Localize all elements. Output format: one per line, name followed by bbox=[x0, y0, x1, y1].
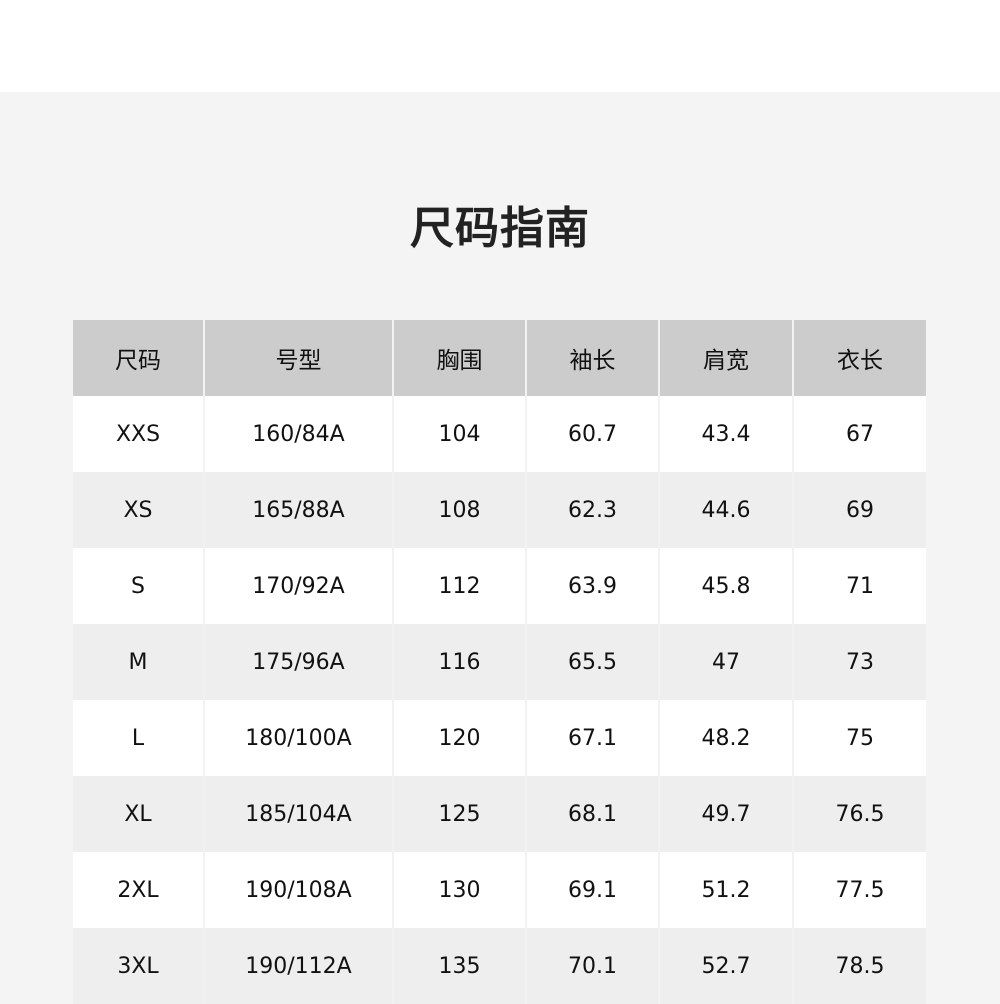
table-cell: 77.5 bbox=[792, 852, 926, 928]
column-header: 胸围 bbox=[392, 320, 526, 396]
table-row: S 170/92A 112 63.9 45.8 71 bbox=[73, 548, 926, 624]
table-cell: 190/108A bbox=[203, 852, 393, 928]
table-cell: M bbox=[73, 624, 204, 700]
table-cell: 104 bbox=[392, 396, 526, 472]
table-cell: 76.5 bbox=[792, 776, 926, 852]
table-row: L 180/100A 120 67.1 48.2 75 bbox=[73, 700, 926, 776]
table-cell: 125 bbox=[392, 776, 526, 852]
table-cell: 130 bbox=[392, 852, 526, 928]
column-header: 肩宽 bbox=[658, 320, 793, 396]
table-row: M 175/96A 116 65.5 47 73 bbox=[73, 624, 926, 700]
table-cell: 135 bbox=[392, 928, 526, 1004]
table-cell: 52.7 bbox=[658, 928, 793, 1004]
table-cell: 73 bbox=[792, 624, 926, 700]
table-cell: 62.3 bbox=[525, 472, 659, 548]
size-table: 尺码 号型 胸围 袖长 肩宽 衣长 XXS 160/84A 104 60.7 43.4 67 XS 16… bbox=[73, 320, 926, 1004]
table-cell: 3XL bbox=[73, 928, 204, 1004]
table-cell: 60.7 bbox=[525, 396, 659, 472]
table-row: XL 185/104A 125 68.1 49.7 76.5 bbox=[73, 776, 926, 852]
table-cell: 63.9 bbox=[525, 548, 659, 624]
table-cell: 51.2 bbox=[658, 852, 793, 928]
table-cell: 44.6 bbox=[658, 472, 793, 548]
column-header: 衣长 bbox=[792, 320, 926, 396]
page-title: 尺码指南 bbox=[410, 203, 590, 254]
table-cell: 120 bbox=[392, 700, 526, 776]
table-cell: 69.1 bbox=[525, 852, 659, 928]
table-cell: 108 bbox=[392, 472, 526, 548]
table-cell: 43.4 bbox=[658, 396, 793, 472]
table-cell: XS bbox=[73, 472, 204, 548]
top-banner bbox=[0, 0, 1000, 92]
table-cell: 49.7 bbox=[658, 776, 793, 852]
table-cell: 68.1 bbox=[525, 776, 659, 852]
table-cell: 70.1 bbox=[525, 928, 659, 1004]
column-header: 号型 bbox=[203, 320, 393, 396]
table-cell: XXS bbox=[73, 396, 204, 472]
table-cell: 2XL bbox=[73, 852, 204, 928]
table-cell: 65.5 bbox=[525, 624, 659, 700]
table-cell: 112 bbox=[392, 548, 526, 624]
table-cell: 71 bbox=[792, 548, 926, 624]
table-cell: 67 bbox=[792, 396, 926, 472]
table-cell: 75 bbox=[792, 700, 926, 776]
table-row: XXS 160/84A 104 60.7 43.4 67 bbox=[73, 396, 926, 472]
table-cell: 180/100A bbox=[203, 700, 393, 776]
table-cell: 170/92A bbox=[203, 548, 393, 624]
table-row: 3XL 190/112A 135 70.1 52.7 78.5 bbox=[73, 928, 926, 1004]
column-header: 尺码 bbox=[73, 320, 204, 396]
table-row: 2XL 190/108A 130 69.1 51.2 77.5 bbox=[73, 852, 926, 928]
table-cell: 69 bbox=[792, 472, 926, 548]
table-cell: 45.8 bbox=[658, 548, 793, 624]
header-row: 尺码 号型 胸围 袖长 肩宽 衣长 bbox=[73, 320, 926, 396]
table-cell: 190/112A bbox=[203, 928, 393, 1004]
table-cell: 165/88A bbox=[203, 472, 393, 548]
table-cell: 160/84A bbox=[203, 396, 393, 472]
table-cell: 67.1 bbox=[525, 700, 659, 776]
table-cell: S bbox=[73, 548, 204, 624]
table-cell: XL bbox=[73, 776, 204, 852]
table-cell: L bbox=[73, 700, 204, 776]
table-cell: 175/96A bbox=[203, 624, 393, 700]
table-cell: 78.5 bbox=[792, 928, 926, 1004]
table-cell: 185/104A bbox=[203, 776, 393, 852]
table-cell: 48.2 bbox=[658, 700, 793, 776]
table-cell: 47 bbox=[658, 624, 793, 700]
column-header: 袖长 bbox=[525, 320, 659, 396]
table-row: XS 165/88A 108 62.3 44.6 69 bbox=[73, 472, 926, 548]
table-cell: 116 bbox=[392, 624, 526, 700]
